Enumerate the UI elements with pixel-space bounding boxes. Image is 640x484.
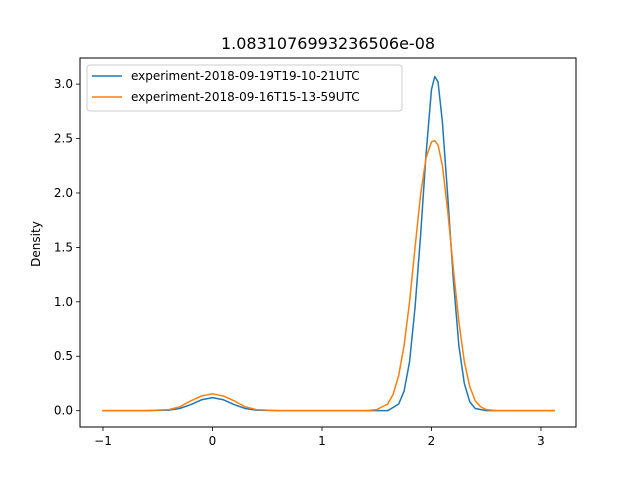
y-axis: 0.0 0.5 1.0 1.5 2.0 2.5 3.0	[54, 77, 80, 418]
x-tick-label: 2	[428, 434, 436, 448]
y-tick-label: 2.5	[54, 132, 73, 146]
x-tick-label: 0	[209, 434, 217, 448]
x-axis: −1 0 1 2 3	[94, 427, 545, 448]
legend-label-1: experiment-2018-09-19T19-10-21UTC	[131, 69, 360, 83]
series-line-2	[102, 139, 555, 412]
y-tick-label: 1.5	[54, 240, 73, 254]
y-tick-label: 0.5	[54, 349, 73, 363]
y-tick-label: 1.0	[54, 295, 73, 309]
chart-title: 1.0831076993236506e-08	[221, 34, 435, 53]
x-tick-label: 1	[318, 434, 326, 448]
x-tick-label: 3	[537, 434, 545, 448]
x-tick-label: −1	[94, 434, 112, 448]
series-line-1	[102, 75, 555, 412]
y-tick-label: 2.0	[54, 186, 73, 200]
y-axis-label: Density	[29, 221, 43, 267]
legend-label-2: experiment-2018-09-16T15-13-59UTC	[131, 90, 360, 104]
plot-frame	[79, 57, 577, 428]
legend-box	[86, 64, 403, 112]
series-layer	[102, 75, 555, 412]
y-tick-label: 3.0	[54, 77, 73, 91]
y-tick-label: 0.0	[54, 404, 73, 418]
legend: experiment-2018-09-19T19-10-21UTC experim…	[86, 64, 403, 112]
